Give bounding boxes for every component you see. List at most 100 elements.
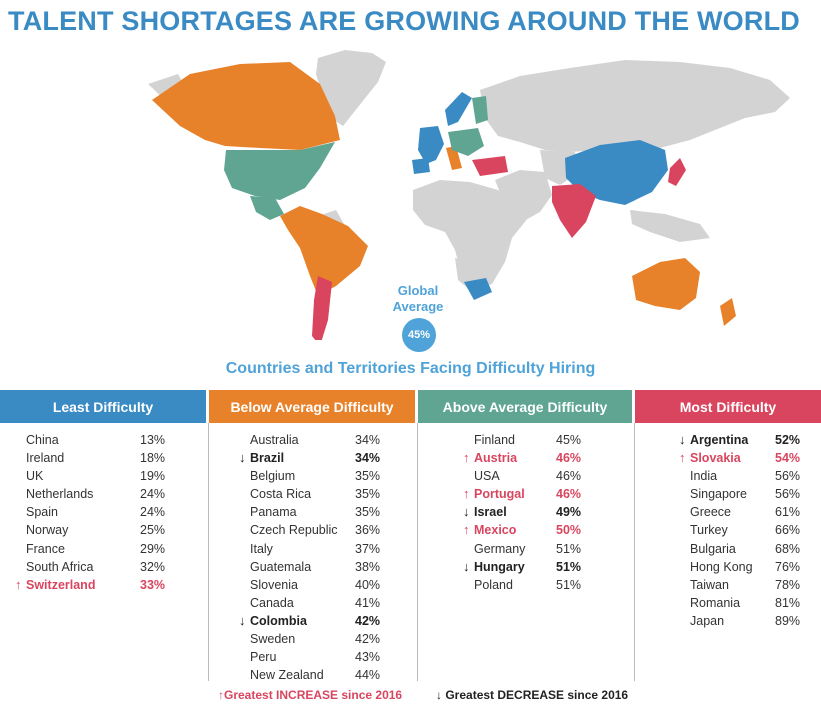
country-percentage: 41% bbox=[355, 595, 381, 610]
country-percentage: 46% bbox=[556, 451, 582, 466]
new-zealand bbox=[720, 298, 736, 326]
most-difficulty-regions bbox=[312, 156, 686, 340]
country-percentage: 51% bbox=[556, 577, 582, 592]
country-percentage: 52% bbox=[775, 433, 801, 447]
increase-arrow-icon: ↑ bbox=[463, 522, 470, 538]
country-percentage: 35% bbox=[355, 469, 381, 484]
country-name: Hong Kong bbox=[690, 559, 753, 574]
japan bbox=[668, 158, 686, 186]
country-name: Brazil bbox=[250, 451, 285, 466]
table-row: Netherlands 24% bbox=[0, 487, 206, 505]
usa bbox=[224, 142, 335, 200]
section-subtitle: Countries and Territories Facing Difficu… bbox=[225, 360, 596, 377]
increase-arrow-icon: ↑ bbox=[15, 576, 22, 592]
canada bbox=[152, 62, 340, 150]
page-title: TALENT SHORTAGES ARE GROWING AROUND THE … bbox=[8, 6, 800, 36]
country-name: Slovenia bbox=[250, 577, 298, 592]
table-row: Finland 45% bbox=[418, 433, 632, 451]
table-row: Romania 81% bbox=[635, 596, 821, 614]
country-name: USA bbox=[474, 469, 500, 484]
country-percentage: 66% bbox=[775, 523, 801, 538]
table-row: Spain 24% bbox=[0, 505, 206, 523]
world-map bbox=[148, 50, 790, 340]
country-name: Taiwan bbox=[690, 577, 729, 592]
country-percentage: 24% bbox=[140, 505, 166, 520]
country-percentage: 68% bbox=[775, 541, 801, 556]
table-row: ↑ Austria 46% bbox=[418, 450, 632, 469]
country-percentage: 34% bbox=[355, 451, 381, 466]
column-body-below: Australia 34% ↓ Brazil 34% Belgium 35% Costa Ri… bbox=[209, 423, 415, 686]
global-average-badge: 45% bbox=[402, 318, 436, 352]
country-name: South Africa bbox=[26, 559, 94, 574]
below-average-regions bbox=[152, 62, 736, 326]
table-row: Norway 25% bbox=[0, 523, 206, 541]
column-body-most: ↓ Argentina 52% ↑ Slovakia 54% India 56% Singapo… bbox=[635, 423, 821, 632]
country-percentage: 44% bbox=[355, 668, 381, 683]
decrease-arrow-icon: ↓ bbox=[679, 432, 686, 447]
legend-decrease-text: Greatest DECREASE since 2016 bbox=[445, 688, 629, 702]
central-europe bbox=[448, 128, 484, 156]
country-name: Israel bbox=[474, 505, 507, 520]
country-percentage: 49% bbox=[556, 505, 582, 520]
mexico bbox=[250, 196, 284, 220]
country-percentage: 46% bbox=[556, 487, 582, 502]
western-europe bbox=[418, 126, 444, 164]
legend-increase: ↑Greatest INCREASE since 2016 bbox=[218, 688, 403, 702]
column-header-above: Above Average Difficulty bbox=[418, 390, 632, 423]
table-row: Australia 34% bbox=[209, 433, 415, 451]
country-percentage: 51% bbox=[556, 559, 582, 574]
country-name: Slovakia bbox=[690, 451, 741, 466]
legend-increase-text: Greatest INCREASE since 2016 bbox=[224, 688, 403, 702]
country-percentage: 43% bbox=[355, 650, 381, 665]
australia bbox=[632, 258, 700, 310]
table-row: France 29% bbox=[0, 542, 206, 560]
table-row: Japan 89% bbox=[635, 614, 821, 632]
column-body-least: China 13% Ireland 18% UK 19% Netherlands 24% Spa… bbox=[0, 423, 206, 596]
table-row: Guatemala 38% bbox=[209, 560, 415, 578]
country-percentage: 76% bbox=[775, 559, 801, 574]
south-africa bbox=[464, 278, 492, 300]
table-row: Sweden 42% bbox=[209, 632, 415, 650]
decrease-arrow-icon: ↓ bbox=[239, 612, 246, 628]
country-percentage: 18% bbox=[140, 451, 166, 466]
increase-arrow-icon: ↑ bbox=[463, 486, 470, 502]
table-row: Hong Kong 76% bbox=[635, 560, 821, 578]
decrease-arrow-icon: ↓ bbox=[463, 504, 470, 520]
china bbox=[565, 140, 668, 205]
central-south-america bbox=[280, 206, 368, 296]
column-body-above: Finland 45% ↑ Austria 46% USA 46% ↑ Portugal 46% ↓… bbox=[418, 423, 632, 596]
country-percentage: 37% bbox=[355, 541, 381, 556]
column-most: Most Difficulty ↓ Argentina 52% ↑ Slovakia 54… bbox=[635, 390, 821, 682]
least-difficulty-regions bbox=[412, 92, 668, 300]
country-percentage: 32% bbox=[140, 559, 166, 574]
country-name: Singapore bbox=[690, 487, 747, 502]
country-percentage: 33% bbox=[140, 577, 166, 592]
country-percentage: 46% bbox=[556, 469, 582, 484]
country-percentage: 38% bbox=[355, 559, 381, 574]
country-percentage: 61% bbox=[775, 505, 801, 520]
column-divider bbox=[208, 423, 209, 681]
country-percentage: 25% bbox=[140, 523, 166, 538]
country-percentage: 35% bbox=[355, 487, 381, 502]
country-name: Poland bbox=[474, 577, 513, 592]
column-header-below: Below Average Difficulty bbox=[209, 390, 415, 423]
country-percentage: 19% bbox=[140, 469, 166, 484]
country-percentage: 50% bbox=[556, 523, 582, 538]
country-name: Colombia bbox=[250, 613, 307, 628]
country-name: Switzerland bbox=[26, 577, 96, 592]
spain bbox=[412, 158, 430, 174]
country-name: Belgium bbox=[250, 469, 296, 484]
table-row: Greece 61% bbox=[635, 505, 821, 523]
country-name: Australia bbox=[250, 433, 299, 447]
table-row: ↓ Hungary 51% bbox=[418, 559, 632, 578]
country-percentage: 34% bbox=[355, 433, 381, 447]
column-above: Above Average Difficulty Finland 45% ↑ Aust… bbox=[418, 390, 632, 682]
column-header-least: Least Difficulty bbox=[0, 390, 206, 423]
country-name: Portugal bbox=[474, 487, 525, 502]
country-percentage: 13% bbox=[140, 433, 166, 447]
country-percentage: 51% bbox=[556, 541, 582, 556]
country-name: Guatemala bbox=[250, 559, 312, 574]
country-name: Argentina bbox=[690, 433, 749, 447]
country-name: Japan bbox=[690, 613, 725, 628]
country-percentage: 45% bbox=[556, 433, 582, 447]
